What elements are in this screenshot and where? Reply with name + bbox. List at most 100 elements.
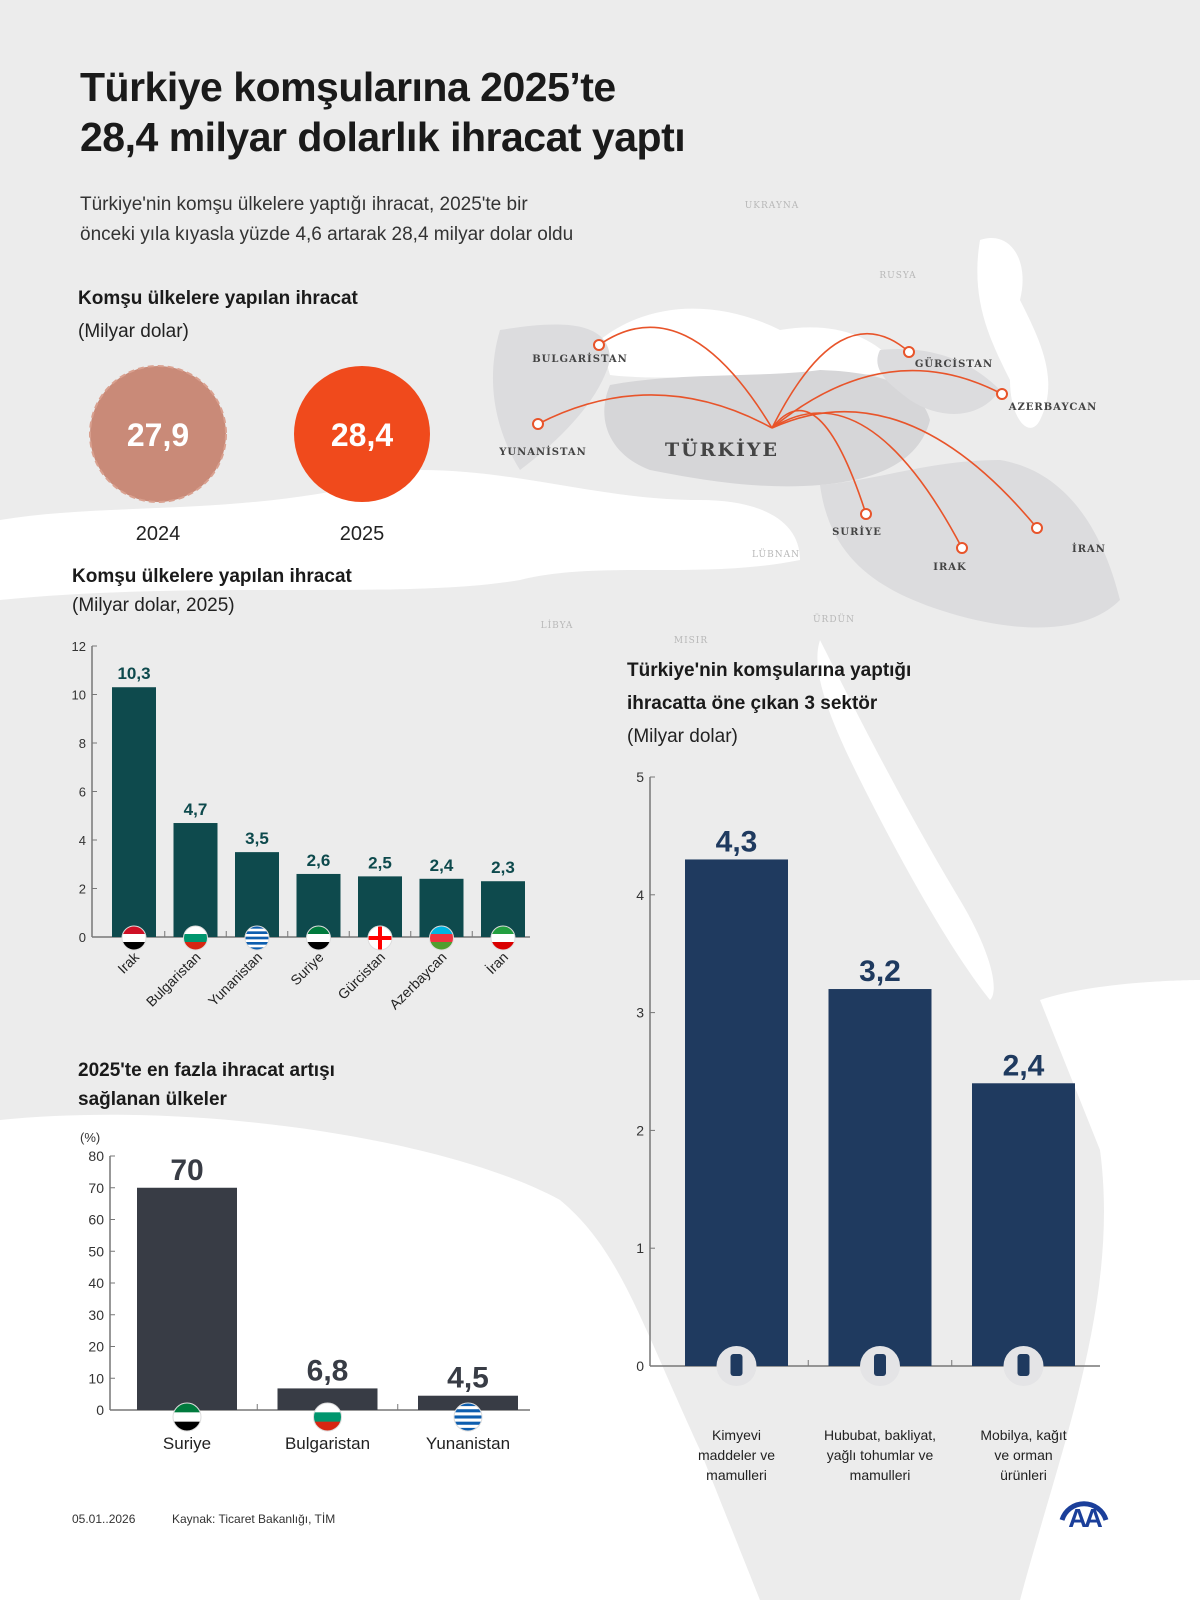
chemical-bottle-icon-glyph — [730, 1354, 743, 1376]
furniture-wood-icon-glyph — [1017, 1354, 1030, 1376]
flag-icon — [306, 925, 331, 951]
x-category-label: Bulgaristan — [143, 949, 204, 1010]
x-category-label: Bulgaristan — [285, 1434, 370, 1453]
y-tick-label: 5 — [636, 769, 644, 785]
bar-value-label: 4,5 — [447, 1362, 489, 1395]
subtitle-line-1: Türkiye'nin komşu ülkelere yaptığı ihrac… — [80, 194, 528, 215]
title-line-2: 28,4 milyar dolarlık ihracat yaptı — [80, 114, 686, 160]
map-label-turkiye: TÜRKİYE — [665, 438, 779, 461]
destination-dot — [593, 339, 605, 351]
flag-icon — [172, 1402, 202, 1432]
bar — [277, 1388, 378, 1410]
bar — [112, 687, 156, 937]
flag-icon — [453, 1402, 483, 1432]
country-chart-unit: (Milyar dolar, 2025) — [72, 595, 235, 616]
y-tick-label: 80 — [88, 1148, 104, 1164]
bubble-value: 27,9 — [127, 417, 189, 453]
export-arc — [771, 412, 963, 549]
bubble-chart-title: Komşu ülkelere yapılan ihracat — [78, 288, 358, 309]
x-category-label: Mobilya, kağıt — [980, 1427, 1066, 1443]
country-chart-title: Komşu ülkelere yapılan ihracat — [72, 566, 352, 587]
x-category-label: mamulleri — [850, 1467, 911, 1483]
grain-sack-icon-glyph — [874, 1354, 886, 1376]
sector-chart-title-2: ihracatta öne çıkan 3 sektör — [627, 693, 878, 714]
map-label: RUSYA — [879, 271, 916, 281]
y-tick-label: 2 — [636, 1122, 644, 1138]
export-arc — [771, 369, 1003, 429]
country-chart-heading: Komşu ülkelere yapılan ihracat (Milyar d… — [72, 562, 352, 620]
page-subtitle: Türkiye'nin komşu ülkelere yaptığı ihrac… — [80, 190, 573, 250]
export-arc — [771, 332, 910, 429]
destination-dot — [532, 418, 544, 430]
map-label-destination: IRAK — [933, 562, 966, 573]
mediterranean-sea — [0, 470, 800, 600]
bar — [235, 852, 279, 937]
balkans-shape — [492, 324, 610, 470]
turkiye-shape — [604, 370, 930, 487]
flag-icon — [367, 925, 393, 951]
x-category-label: maddeler ve — [698, 1447, 775, 1463]
growth-chart-title-1: 2025'te en fazla ihracat artışı — [78, 1060, 335, 1081]
flag-icon — [244, 925, 270, 951]
destination-dot — [996, 388, 1008, 400]
logo-arc — [1059, 1501, 1109, 1521]
y-tick-label: 3 — [636, 1005, 644, 1021]
export-arc — [771, 410, 1038, 529]
y-tick-label: 10 — [88, 1370, 104, 1386]
x-category-label: Irak — [114, 948, 143, 977]
bar — [685, 859, 788, 1366]
map-label-destination: İRAN — [1072, 542, 1106, 555]
y-tick-label: 0 — [96, 1402, 104, 1418]
bar — [137, 1187, 237, 1410]
bar-value-label: 3,2 — [859, 955, 901, 988]
bar-value-label: 10,3 — [117, 664, 150, 683]
sector-chart-title-1: Türkiye'nin komşularına yaptığı — [627, 660, 912, 681]
destination-dot — [956, 542, 968, 554]
bubble-2025 — [294, 366, 430, 502]
x-category-label: Kimyevi — [712, 1427, 761, 1443]
caspian-sea — [977, 238, 1049, 428]
footer-date: 05.01..2026 — [72, 1512, 136, 1526]
y-tick-label: 6 — [79, 785, 86, 800]
x-category-label: ve orman — [994, 1447, 1052, 1463]
y-axis-unit: (%) — [80, 1130, 100, 1145]
bar-value-label: 2,6 — [307, 851, 331, 870]
x-category-label: Gürcistan — [334, 949, 388, 1003]
y-tick-label: 0 — [636, 1358, 644, 1374]
y-tick-label: 60 — [88, 1212, 104, 1228]
bar-value-label: 2,3 — [491, 858, 515, 877]
x-category-label: yağlı tohumlar ve — [827, 1447, 934, 1463]
y-tick-label: 10 — [72, 688, 86, 703]
x-category-label: Azerbaycan — [386, 949, 450, 1013]
subtitle-line-2: önceki yıla kıyasla yüzde 4,6 artarak 28… — [80, 224, 574, 245]
bar-value-label: 70 — [170, 1154, 203, 1187]
bubble-chart-heading: Komşu ülkelere yapılan ihracat (Milyar d… — [78, 282, 358, 348]
map-label-destination: GÜRCİSTAN — [915, 357, 993, 370]
y-tick-label: 8 — [79, 736, 86, 751]
bar-value-label: 4,7 — [184, 800, 208, 819]
sector-chart-unit: (Milyar dolar) — [627, 726, 738, 747]
y-tick-label: 4 — [636, 887, 644, 903]
y-tick-label: 12 — [72, 639, 86, 654]
bar-value-label: 4,3 — [716, 825, 758, 858]
destination-dot — [860, 508, 872, 520]
x-category-label: İran — [482, 948, 511, 977]
y-tick-label: 0 — [79, 930, 86, 945]
flag-icon — [490, 925, 516, 951]
y-tick-label: 1 — [636, 1240, 644, 1256]
export-arc — [771, 409, 867, 515]
map-label: MISIR — [674, 636, 708, 646]
map-label: LİBYA — [541, 619, 574, 631]
flag-icon — [313, 1402, 342, 1432]
y-tick-label: 50 — [88, 1243, 104, 1259]
logo-text: AA — [1068, 1503, 1103, 1533]
bar — [972, 1083, 1075, 1366]
neighbors-shape — [820, 460, 1120, 628]
destination-dot — [903, 346, 915, 358]
map-label: LÜBNAN — [752, 548, 800, 560]
export-arc — [537, 394, 773, 429]
map-label: UKRAYNA — [745, 201, 800, 211]
x-category-label: Yunanistan — [205, 949, 265, 1009]
bubble-year-label: 2025 — [340, 523, 385, 545]
